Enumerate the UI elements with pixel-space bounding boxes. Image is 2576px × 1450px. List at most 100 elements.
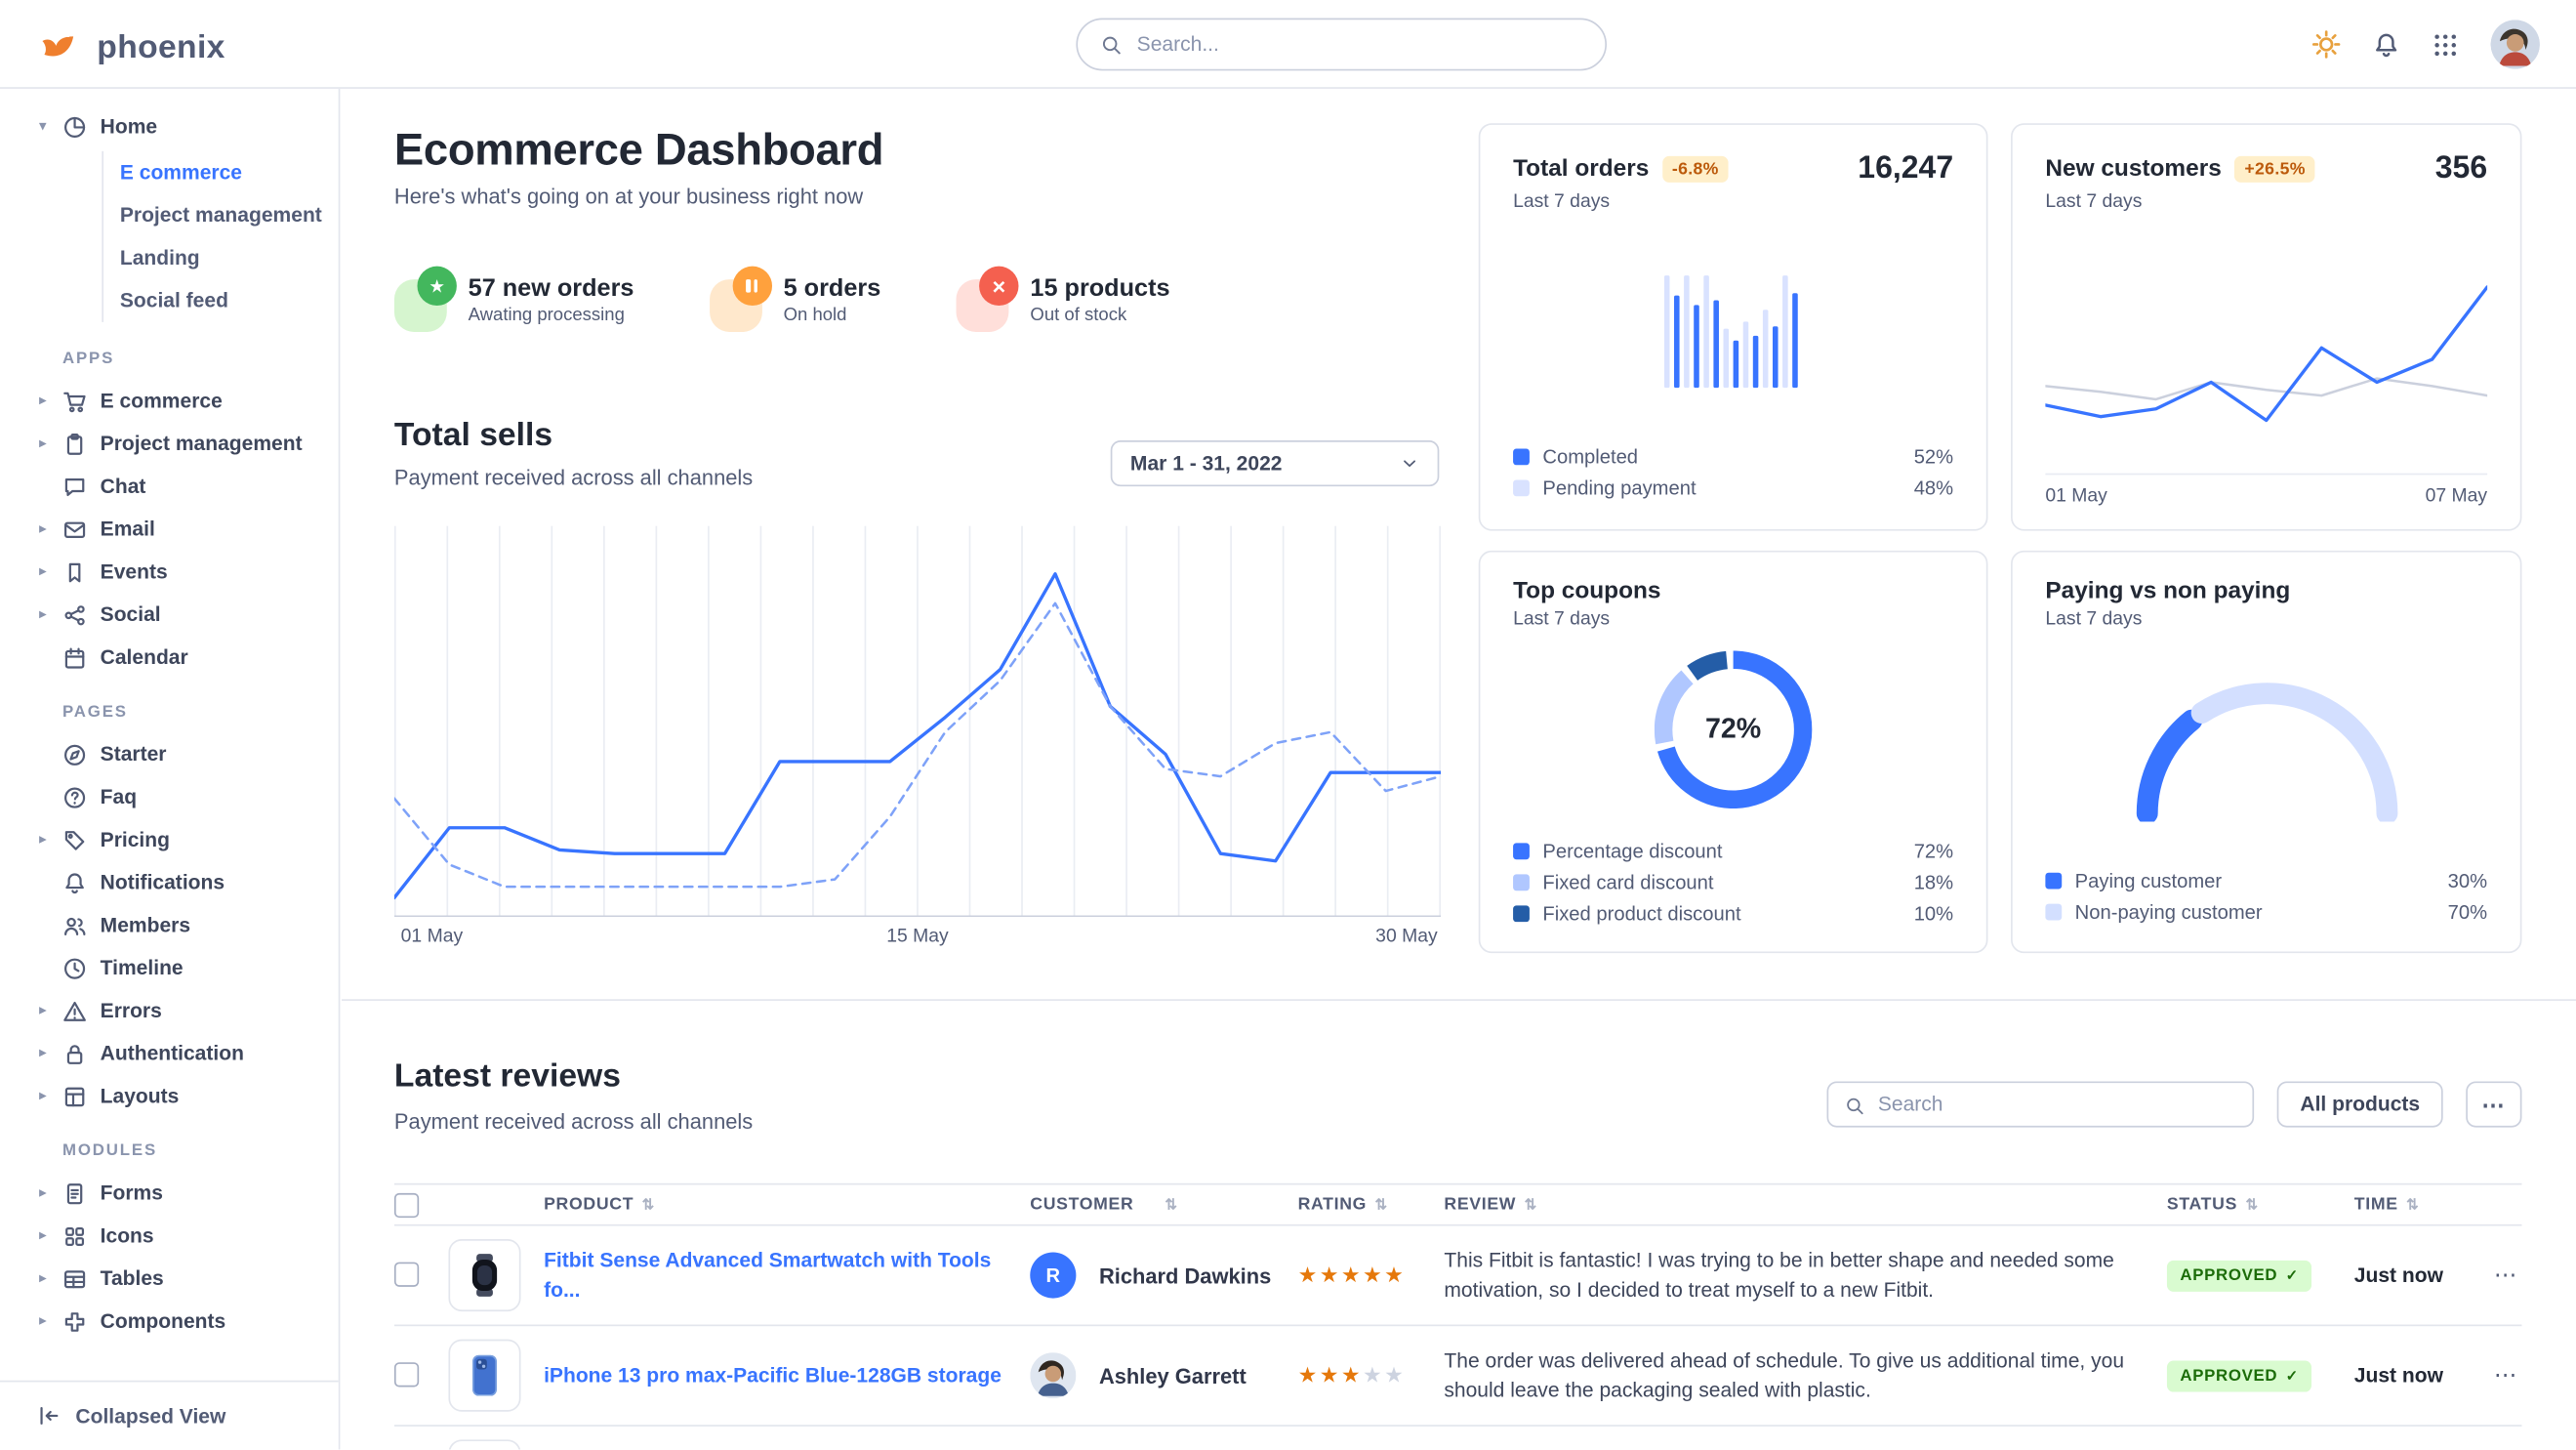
sidebar-item-project-management-dashboard[interactable]: Project management: [119, 203, 322, 228]
chevron-right-icon: [39, 1047, 46, 1059]
reviews-more-button[interactable]: [2466, 1081, 2522, 1128]
sidebar-item-email[interactable]: Email: [0, 508, 339, 551]
global-search[interactable]: [1076, 18, 1608, 71]
reviews-subtitle: Payment received across all channels: [393, 1109, 754, 1135]
sidebar-section-modules: MODULES: [61, 1141, 158, 1161]
column-time[interactable]: TIME: [2354, 1195, 2473, 1215]
chevron-right-icon: [39, 394, 46, 407]
legend-swatch: [1513, 873, 1530, 891]
theme-toggle-sun-icon[interactable]: [2311, 29, 2341, 59]
legend-swatch: [1513, 478, 1530, 496]
row-menu-button[interactable]: [2494, 1361, 2518, 1389]
coupons-legend: Percentage discount 72% Fixed card disco…: [1513, 835, 1953, 929]
table-row: Fitbit Sense Advanced Smartwatch with To…: [393, 1226, 2522, 1327]
sidebar-item-events[interactable]: Events: [0, 551, 339, 594]
column-status[interactable]: STATUS: [2167, 1195, 2354, 1215]
layout-grid-icon: [62, 1084, 87, 1108]
search-icon: [1845, 1095, 1864, 1115]
chevron-down-icon: [39, 120, 46, 133]
bell-icon: [62, 870, 87, 894]
reviews-search-input[interactable]: [1877, 1093, 2236, 1116]
sidebar-item-social-feed[interactable]: Social feed: [119, 289, 228, 312]
sidebar-section-pages: PAGES: [61, 703, 128, 722]
sidebar-item-calendar[interactable]: Calendar: [0, 636, 339, 679]
brand-logo[interactable]: phoenix: [36, 20, 225, 75]
customer-avatar[interactable]: [1030, 1352, 1077, 1399]
product-image-iphone[interactable]: [448, 1339, 521, 1412]
row-menu-button[interactable]: [2494, 1261, 2518, 1289]
table-row-partial: [394, 1427, 2522, 1450]
select-all-checkbox[interactable]: [393, 1192, 420, 1218]
home-submenu: E commerce Project management Landing So…: [102, 150, 338, 322]
clipboard-icon: [62, 432, 87, 456]
notifications-bell-icon[interactable]: [2372, 30, 2400, 59]
total-sells-subtitle: Payment received across all channels: [393, 465, 754, 490]
ellipsis-icon: [2481, 1091, 2506, 1119]
sidebar-item-starter[interactable]: Starter: [0, 733, 339, 776]
all-products-filter-button[interactable]: All products: [2276, 1081, 2443, 1128]
user-avatar[interactable]: [2490, 20, 2540, 69]
paying-vs-non-paying-card: Paying vs non paying Last 7 days Paying …: [2011, 550, 2522, 954]
sidebar-item-authentication[interactable]: Authentication: [0, 1032, 339, 1075]
product-link[interactable]: Fitbit Sense Advanced Smartwatch with To…: [544, 1249, 992, 1302]
reviews-table: PRODUCT CUSTOMER RATING REVIEW STATUS TI…: [393, 1182, 2522, 1450]
sidebar-item-tables[interactable]: Tables: [0, 1258, 339, 1301]
share-nodes-icon: [62, 602, 87, 627]
date-range-select[interactable]: Mar 1 - 31, 2022: [1110, 440, 1440, 487]
table-header: PRODUCT CUSTOMER RATING REVIEW STATUS TI…: [393, 1182, 2522, 1226]
section-divider: [342, 999, 2576, 1001]
search-icon: [1101, 34, 1123, 56]
top-navbar: phoenix: [0, 0, 2576, 89]
column-product[interactable]: PRODUCT: [544, 1195, 1030, 1215]
sidebar-item-chat[interactable]: Chat: [0, 465, 339, 508]
sidebar-item-notifications[interactable]: Notifications: [0, 861, 339, 904]
chevron-right-icon: [39, 608, 46, 621]
sidebar-item-ecommerce-app[interactable]: E commerce: [0, 380, 339, 423]
sidebar-item-faq[interactable]: Faq: [0, 775, 339, 818]
sidebar-item-forms[interactable]: Forms: [0, 1172, 339, 1215]
product-link[interactable]: iPhone 13 pro max-Pacific Blue-128GB sto…: [544, 1363, 1002, 1388]
paying-gauge-chart: [2127, 671, 2406, 825]
customer-avatar[interactable]: R: [1030, 1252, 1077, 1299]
legend-item: Fixed card discount 18%: [1513, 866, 1953, 897]
sidebar-item-home[interactable]: Home: [0, 105, 339, 148]
warning-triangle-icon: [62, 998, 87, 1022]
navbar-actions: [2311, 0, 2540, 89]
sidebar-item-icons[interactable]: Icons: [0, 1215, 339, 1258]
column-customer[interactable]: CUSTOMER: [1030, 1195, 1297, 1215]
new-customers-x-axis: 01 May 07 May: [2045, 473, 2488, 506]
row-checkbox[interactable]: [393, 1263, 420, 1288]
collapsed-view-toggle[interactable]: Collapsed View: [0, 1380, 339, 1450]
sidebar-item-project-management-app[interactable]: Project management: [0, 423, 339, 466]
chat-bubble-icon: [62, 475, 87, 499]
apps-grid-icon[interactable]: [2432, 30, 2460, 59]
sidebar-item-pricing[interactable]: Pricing: [0, 818, 339, 861]
cart-icon: [62, 389, 87, 413]
sidebar-item-errors[interactable]: Errors: [0, 989, 339, 1032]
sidebar-item-landing[interactable]: Landing: [119, 246, 200, 270]
sidebar-item-social[interactable]: Social: [0, 594, 339, 637]
table-icon: [62, 1266, 87, 1291]
column-review[interactable]: REVIEW: [1444, 1195, 2167, 1215]
file-lines-icon: [62, 1181, 87, 1205]
total-sells-x-axis: 01 May 15 May 30 May: [400, 927, 1438, 947]
product-image[interactable]: [448, 1439, 521, 1450]
row-checkbox[interactable]: [393, 1362, 420, 1388]
new-orders-star-icon: [393, 266, 457, 332]
product-image-smartwatch[interactable]: [448, 1239, 521, 1312]
sidebar-item-e-commerce-dashboard[interactable]: E commerce: [119, 160, 243, 185]
bookmark-icon: [62, 559, 87, 584]
column-rating[interactable]: RATING: [1298, 1195, 1445, 1215]
reviews-search[interactable]: [1826, 1081, 2255, 1128]
global-search-input[interactable]: [1136, 32, 1582, 57]
new-customers-chart: [2043, 253, 2489, 467]
status-badge: APPROVED: [2166, 1260, 2312, 1292]
legend-swatch: [1513, 447, 1530, 465]
legend-item: Paying customer 30%: [2045, 864, 2487, 895]
sidebar-item-layouts[interactable]: Layouts: [0, 1075, 339, 1118]
sidebar-item-timeline[interactable]: Timeline: [0, 946, 339, 989]
sidebar-item-members[interactable]: Members: [0, 904, 339, 947]
card-subtitle: Last 7 days: [2045, 609, 2143, 630]
sidebar-item-components[interactable]: Components: [0, 1300, 339, 1343]
chevron-right-icon: [39, 522, 46, 535]
